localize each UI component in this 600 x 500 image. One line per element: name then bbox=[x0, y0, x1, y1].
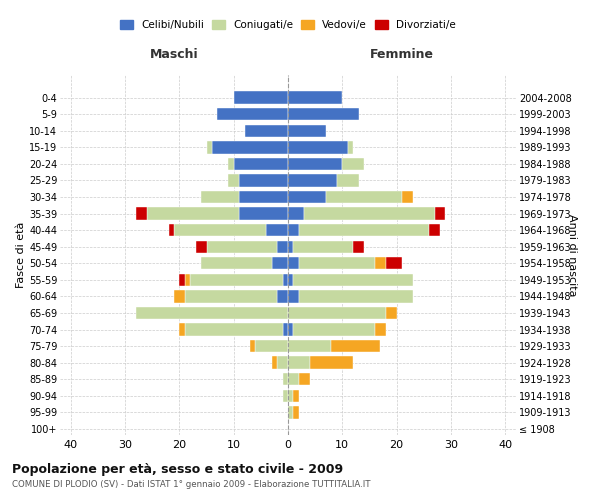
Bar bbox=[234, 92, 288, 104]
Bar bbox=[179, 324, 185, 336]
Bar bbox=[283, 390, 288, 402]
Bar bbox=[434, 208, 445, 220]
Bar bbox=[288, 158, 342, 170]
Bar bbox=[136, 307, 288, 319]
Bar bbox=[288, 124, 326, 137]
Bar bbox=[283, 373, 288, 386]
Bar bbox=[239, 208, 288, 220]
Bar bbox=[206, 240, 277, 253]
Bar bbox=[348, 141, 353, 154]
Bar bbox=[299, 257, 375, 270]
Bar bbox=[185, 290, 277, 302]
Bar bbox=[353, 240, 364, 253]
Bar bbox=[293, 390, 299, 402]
Bar bbox=[288, 92, 342, 104]
Bar bbox=[234, 158, 288, 170]
Bar bbox=[174, 224, 266, 236]
Bar bbox=[402, 191, 413, 203]
Bar bbox=[277, 356, 288, 369]
Bar bbox=[272, 356, 277, 369]
Bar bbox=[185, 324, 283, 336]
Bar bbox=[304, 208, 434, 220]
Bar bbox=[288, 390, 293, 402]
Bar bbox=[201, 191, 239, 203]
Bar bbox=[326, 191, 402, 203]
Bar bbox=[299, 373, 310, 386]
Bar bbox=[299, 224, 429, 236]
Text: Maschi: Maschi bbox=[149, 48, 199, 60]
Bar bbox=[288, 208, 304, 220]
Text: Femmine: Femmine bbox=[370, 48, 434, 60]
Bar bbox=[337, 174, 359, 186]
Bar bbox=[266, 224, 288, 236]
Bar bbox=[293, 274, 413, 286]
Bar bbox=[174, 290, 185, 302]
Text: Popolazione per età, sesso e stato civile - 2009: Popolazione per età, sesso e stato civil… bbox=[12, 462, 343, 475]
Bar bbox=[239, 191, 288, 203]
Bar bbox=[179, 274, 185, 286]
Bar bbox=[288, 257, 299, 270]
Bar bbox=[196, 240, 206, 253]
Bar bbox=[299, 290, 413, 302]
Bar bbox=[386, 307, 397, 319]
Bar bbox=[375, 257, 386, 270]
Bar bbox=[228, 158, 234, 170]
Bar bbox=[293, 324, 375, 336]
Bar bbox=[331, 340, 380, 352]
Y-axis label: Fasce di età: Fasce di età bbox=[16, 222, 26, 288]
Text: COMUNE DI PLODIO (SV) - Dati ISTAT 1° gennaio 2009 - Elaborazione TUTTITALIA.IT: COMUNE DI PLODIO (SV) - Dati ISTAT 1° ge… bbox=[12, 480, 371, 489]
Bar bbox=[288, 340, 331, 352]
Bar bbox=[201, 257, 272, 270]
Bar bbox=[217, 108, 288, 120]
Bar bbox=[386, 257, 402, 270]
Bar bbox=[288, 373, 299, 386]
Y-axis label: Anni di nascita: Anni di nascita bbox=[567, 214, 577, 296]
Bar bbox=[288, 290, 299, 302]
Bar bbox=[283, 324, 288, 336]
Bar bbox=[256, 340, 288, 352]
Bar bbox=[288, 174, 337, 186]
Bar bbox=[293, 406, 299, 418]
Bar bbox=[136, 208, 147, 220]
Bar bbox=[169, 224, 174, 236]
Bar bbox=[288, 224, 299, 236]
Bar bbox=[429, 224, 440, 236]
Bar bbox=[283, 274, 288, 286]
Bar bbox=[288, 356, 310, 369]
Bar bbox=[288, 307, 386, 319]
Bar bbox=[206, 141, 212, 154]
Bar bbox=[375, 324, 386, 336]
Bar bbox=[272, 257, 288, 270]
Bar bbox=[288, 108, 359, 120]
Bar bbox=[293, 240, 353, 253]
Legend: Celibi/Nubili, Coniugati/e, Vedovi/e, Divorziati/e: Celibi/Nubili, Coniugati/e, Vedovi/e, Di… bbox=[116, 16, 460, 34]
Bar bbox=[212, 141, 288, 154]
Bar bbox=[185, 274, 190, 286]
Bar bbox=[239, 174, 288, 186]
Bar bbox=[288, 406, 293, 418]
Bar bbox=[228, 174, 239, 186]
Bar bbox=[310, 356, 353, 369]
Bar bbox=[342, 158, 364, 170]
Bar bbox=[277, 290, 288, 302]
Bar bbox=[277, 240, 288, 253]
Bar bbox=[147, 208, 239, 220]
Bar bbox=[288, 240, 293, 253]
Bar bbox=[245, 124, 288, 137]
Bar bbox=[288, 191, 326, 203]
Bar bbox=[250, 340, 256, 352]
Bar bbox=[288, 141, 348, 154]
Bar bbox=[288, 274, 293, 286]
Bar bbox=[288, 324, 293, 336]
Bar bbox=[190, 274, 283, 286]
